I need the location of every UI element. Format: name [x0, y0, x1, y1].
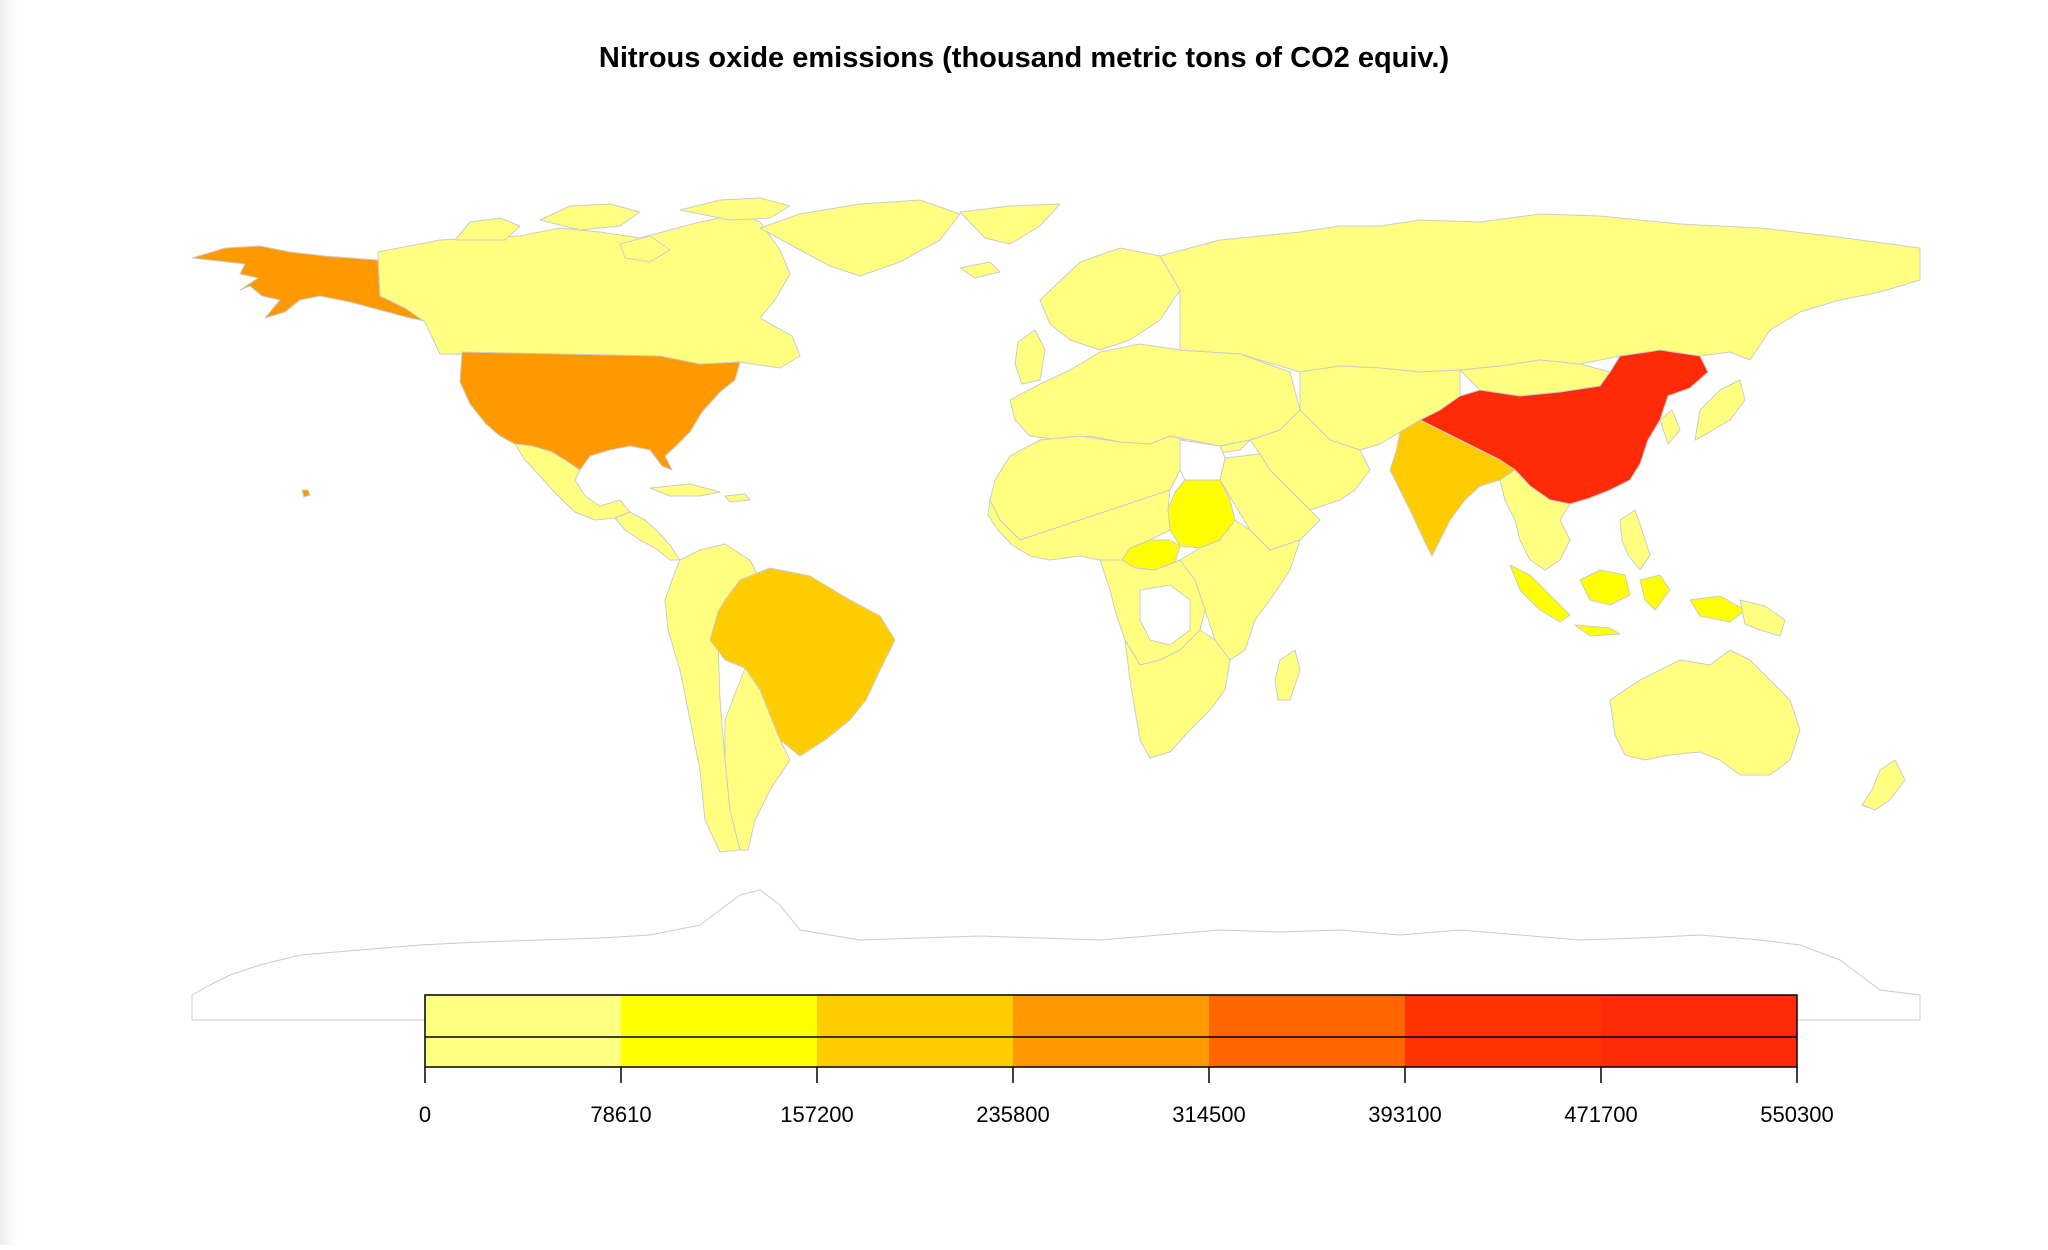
legend-tick-label: 471700 — [1564, 1102, 1638, 1127]
region-iceland-uk — [959, 261, 1046, 385]
region-arctic-islands — [454, 197, 961, 277]
region-mexico — [514, 443, 631, 521]
region-southeast-asia — [1499, 469, 1571, 571]
region-caribbean — [649, 483, 751, 503]
region-antarctica — [191, 889, 1921, 1021]
region-korea-japan — [1659, 379, 1746, 445]
left-shade — [0, 0, 18, 1245]
map-title: Nitrous oxide emissions (thousand metric… — [598, 42, 1450, 74]
region-scandinavia — [1039, 247, 1181, 351]
legend-tick-label: 550300 — [1760, 1102, 1834, 1127]
region-saudi-arabia — [1219, 453, 1321, 551]
region-southern-africa — [1124, 629, 1231, 759]
region-united-states — [459, 351, 741, 471]
region-brazil — [709, 567, 896, 757]
region-canada — [377, 213, 801, 369]
legend-tick-label: 235800 — [976, 1102, 1050, 1127]
region-hawaii — [301, 489, 311, 498]
legend-tick-label: 78610 — [590, 1102, 652, 1127]
legend-tick-label: 0 — [418, 1102, 432, 1127]
region-philippines — [1619, 509, 1651, 571]
region-egypt — [1179, 439, 1226, 481]
region-india — [1389, 419, 1516, 557]
region-australia — [1609, 649, 1801, 776]
region-greenland — [959, 203, 1061, 245]
region-congo — [1139, 584, 1191, 646]
region-papua — [1739, 599, 1786, 637]
legend-tick-label: 393100 — [1368, 1102, 1442, 1127]
region-central-america — [614, 511, 681, 561]
region-new-zealand — [1861, 759, 1906, 811]
region-madagascar — [1274, 649, 1301, 701]
region-west-africa — [987, 489, 1171, 561]
region-south-america-south — [724, 667, 791, 851]
legend-tick-label: 314500 — [1172, 1102, 1246, 1127]
legend-tick-label: 157200 — [780, 1102, 854, 1127]
region-alaska — [191, 245, 431, 323]
region-russia — [1159, 213, 1921, 373]
region-indonesia — [1509, 564, 1746, 637]
